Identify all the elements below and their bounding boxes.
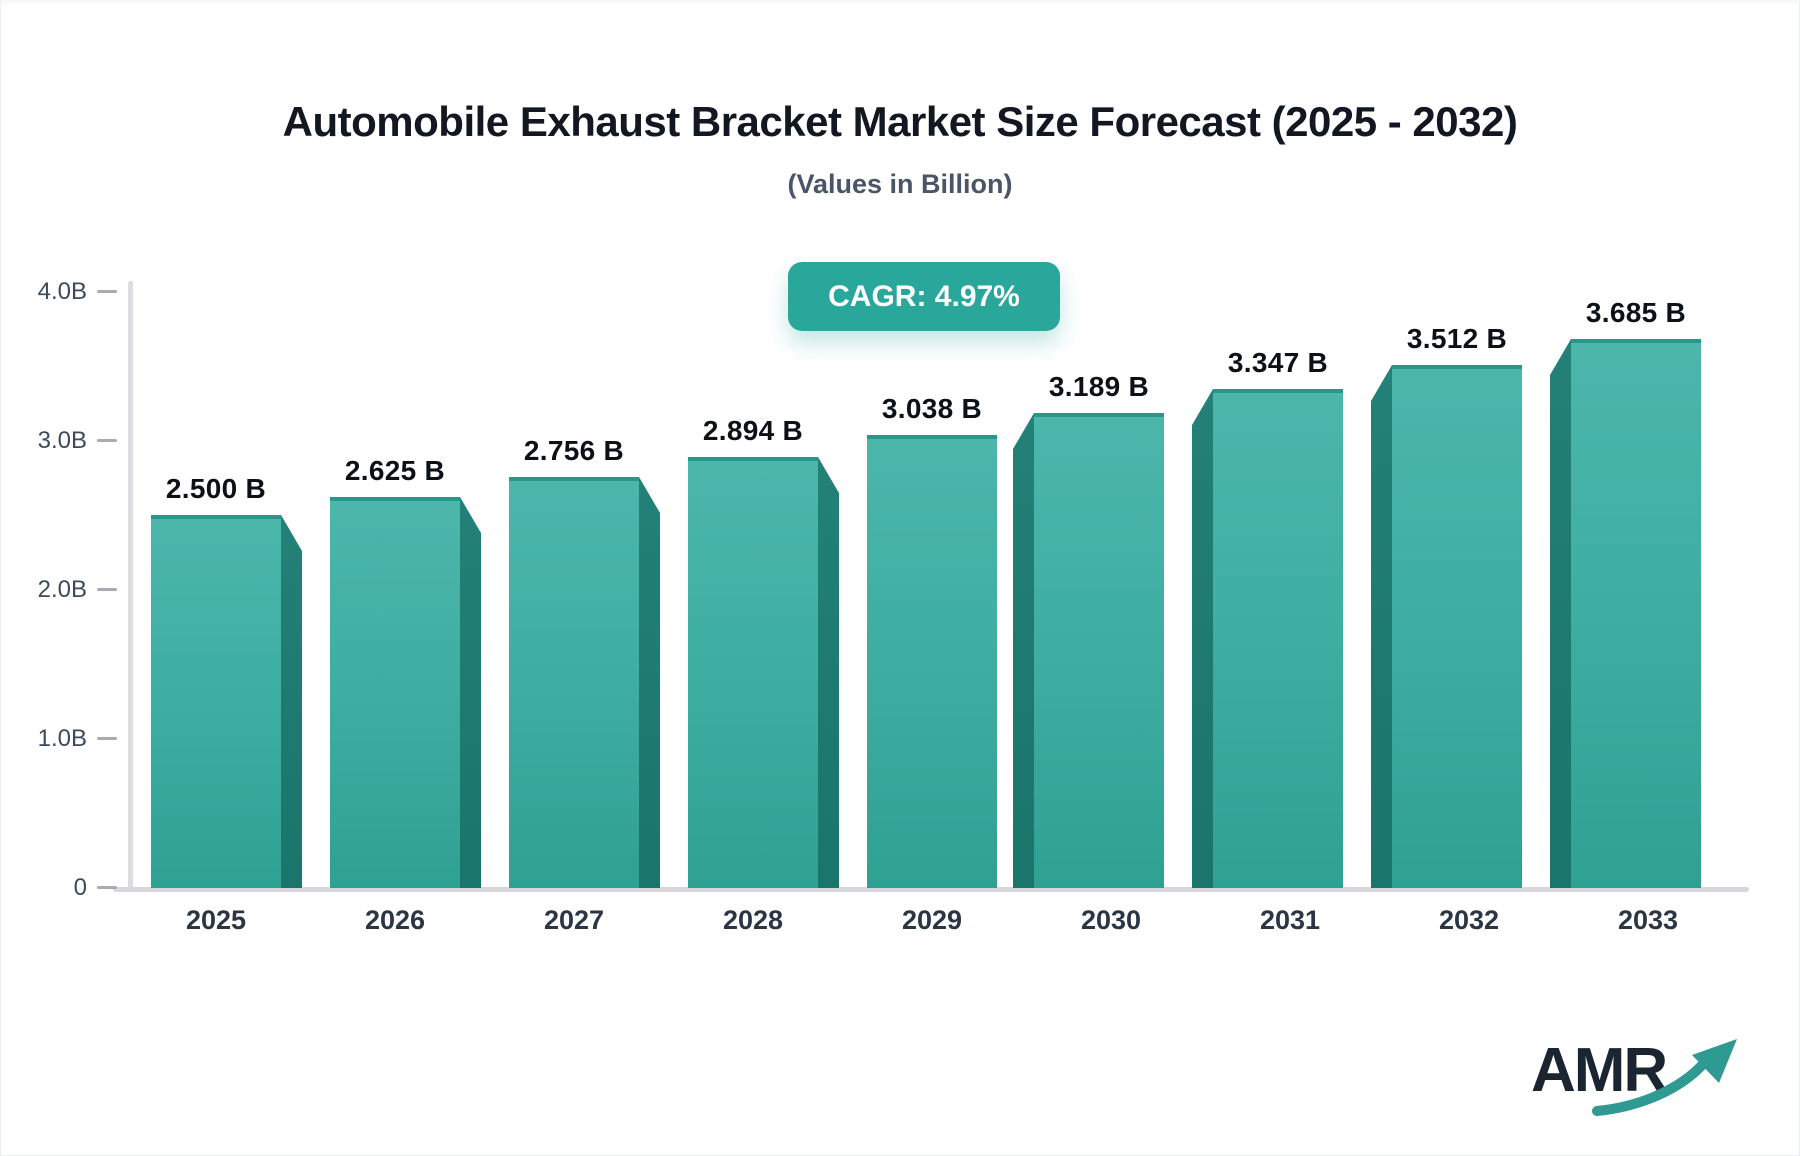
bar-top-edge bbox=[1571, 339, 1701, 343]
bar-top-edge bbox=[330, 497, 460, 501]
growth-arrow-icon bbox=[1592, 1039, 1737, 1116]
x-axis-label-2025: 2025 bbox=[185, 905, 247, 935]
chart-title: Automobile Exhaust Bracket Market Size F… bbox=[282, 98, 1518, 145]
bar-side-2031 bbox=[1192, 389, 1213, 888]
bar-2033 bbox=[1571, 339, 1701, 888]
bar-value-label: 3.189 B bbox=[1048, 371, 1150, 402]
bar-value-label: 3.038 B bbox=[881, 393, 983, 424]
bar-top-edge bbox=[1213, 389, 1343, 393]
y-tick-label: 3.0B bbox=[37, 427, 87, 454]
bar-side-2033 bbox=[1550, 339, 1571, 888]
bar-top-edge bbox=[1034, 413, 1164, 417]
bar-side-2032 bbox=[1371, 365, 1392, 888]
bar-top-edge bbox=[151, 515, 281, 519]
bar-2031 bbox=[1213, 389, 1343, 888]
x-axis-line bbox=[113, 887, 1749, 892]
x-axis-label-2028: 2028 bbox=[722, 905, 784, 935]
bar-2026 bbox=[330, 497, 460, 888]
x-axis-label-2032: 2032 bbox=[1438, 905, 1500, 935]
y-tick-dash bbox=[97, 439, 117, 442]
bar-2027 bbox=[509, 477, 639, 888]
bar-value-label: 2.756 B bbox=[523, 435, 625, 466]
bar-side-2027 bbox=[639, 477, 660, 888]
x-axis-label-2031: 2031 bbox=[1259, 905, 1321, 935]
bar-2025 bbox=[151, 515, 281, 888]
bar-value-label: 2.625 B bbox=[344, 455, 446, 486]
bar-top-edge bbox=[867, 435, 997, 439]
y-tick-label: 2.0B bbox=[37, 576, 87, 603]
y-tick-dash bbox=[97, 886, 117, 889]
bar-top-edge bbox=[509, 477, 639, 481]
bar-2032 bbox=[1392, 365, 1522, 888]
y-tick-dash bbox=[97, 290, 117, 293]
bar-2029 bbox=[867, 435, 997, 888]
bar-value-label: 2.500 B bbox=[165, 473, 267, 504]
bar-2030 bbox=[1034, 413, 1164, 888]
x-axis-label-2030: 2030 bbox=[1080, 905, 1142, 935]
bar-value-label: 2.894 B bbox=[702, 415, 804, 446]
bar-side-2026 bbox=[460, 497, 481, 888]
y-tick-dash bbox=[97, 588, 117, 591]
y-tick-label: 4.0B bbox=[37, 278, 87, 305]
bar-side-2028 bbox=[818, 457, 839, 888]
bar-value-label: 3.347 B bbox=[1227, 347, 1329, 378]
amr-logo: AMR bbox=[1531, 1031, 1761, 1126]
amr-logo-text: AMR bbox=[1531, 1036, 1668, 1105]
bar-side-2030 bbox=[1013, 413, 1034, 888]
x-axis-label-2033: 2033 bbox=[1617, 905, 1679, 935]
y-axis-line bbox=[128, 281, 133, 891]
x-axis-label-2027: 2027 bbox=[543, 905, 605, 935]
x-axis-label-2026: 2026 bbox=[364, 905, 426, 935]
bar-value-label: 3.512 B bbox=[1406, 323, 1508, 354]
x-axis-label-2029: 2029 bbox=[901, 905, 963, 935]
bar-side-2025 bbox=[281, 515, 302, 888]
bar-top-edge bbox=[688, 457, 818, 461]
y-tick-dash bbox=[97, 737, 117, 740]
chart-subtitle: (Values in Billion) bbox=[787, 169, 1013, 199]
bar-top-edge bbox=[1392, 365, 1522, 369]
y-tick-label: 0 bbox=[73, 874, 87, 901]
y-tick-label: 1.0B bbox=[37, 725, 87, 752]
bar-value-label: 3.685 B bbox=[1585, 297, 1687, 328]
cagr-badge-label: CAGR: 4.97% bbox=[828, 279, 1020, 313]
bar-2028 bbox=[688, 457, 818, 888]
cagr-badge: CAGR: 4.97% bbox=[788, 262, 1060, 331]
